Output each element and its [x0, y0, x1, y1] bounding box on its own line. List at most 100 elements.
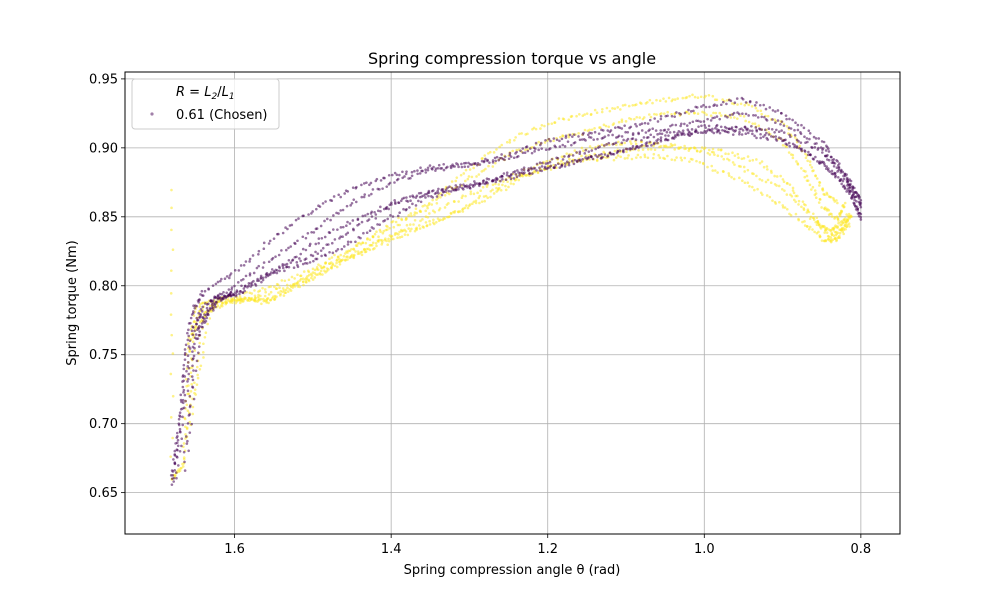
data-point: [572, 162, 576, 166]
data-point: [755, 136, 758, 140]
data-point: [538, 143, 542, 147]
data-point: [187, 328, 190, 332]
data-point: [190, 382, 193, 386]
data-point: [584, 139, 587, 142]
data-point: [437, 187, 440, 191]
data-point: [261, 266, 265, 269]
data-point: [314, 250, 317, 254]
data-point: [666, 110, 669, 114]
data-point: [842, 203, 845, 207]
data-point: [843, 201, 847, 205]
data-point: [789, 135, 792, 139]
data-point: [442, 217, 445, 220]
data-point: [618, 126, 621, 129]
data-point: [717, 129, 721, 132]
data-point: [421, 218, 424, 221]
data-point: [297, 283, 300, 286]
data-point: [810, 188, 813, 191]
data-point: [466, 177, 470, 181]
data-point: [687, 149, 691, 152]
data-point: [580, 154, 583, 158]
data-point: [766, 138, 770, 141]
data-point: [216, 280, 220, 284]
data-point: [605, 106, 609, 110]
data-point: [671, 123, 674, 127]
data-point: [752, 172, 755, 176]
data-point: [411, 194, 414, 198]
data-point: [817, 230, 820, 234]
data-points: [169, 93, 863, 486]
data-point: [393, 181, 396, 184]
data-point: [436, 167, 440, 170]
data-point: [810, 166, 814, 169]
data-point: [491, 188, 494, 192]
data-point: [567, 118, 571, 122]
data-point: [570, 159, 574, 163]
data-point: [170, 483, 174, 486]
data-point: [787, 141, 791, 145]
data-point: [812, 218, 816, 221]
data-point: [411, 202, 414, 206]
data-point: [818, 235, 822, 238]
data-point: [597, 132, 601, 135]
data-point: [629, 117, 633, 121]
data-point: [746, 181, 750, 185]
data-point: [339, 209, 342, 212]
data-point: [377, 238, 381, 242]
data-point: [214, 282, 218, 286]
data-point: [821, 151, 824, 154]
data-point: [703, 129, 706, 133]
data-point: [743, 181, 747, 185]
data-point: [642, 136, 646, 139]
data-point: [349, 204, 352, 207]
data-point: [341, 225, 345, 229]
data-point: [695, 129, 698, 133]
data-point: [687, 147, 691, 150]
data-point: [375, 177, 379, 181]
data-point: [543, 124, 546, 128]
data-point: [324, 261, 328, 264]
data-point: [230, 288, 233, 291]
data-point: [366, 212, 370, 216]
data-point: [825, 226, 829, 230]
data-point: [428, 219, 431, 223]
data-point: [830, 169, 834, 173]
data-point: [519, 149, 522, 153]
data-point: [176, 444, 180, 448]
data-point: [373, 247, 376, 250]
data-point: [601, 129, 605, 132]
data-point: [577, 132, 580, 135]
data-point: [370, 210, 374, 214]
data-point: [285, 283, 289, 287]
data-point: [544, 162, 548, 165]
data-point: [751, 185, 754, 189]
data-point: [758, 161, 762, 165]
data-point: [366, 237, 369, 241]
data-point: [520, 171, 524, 174]
data-point: [363, 248, 366, 252]
data-point: [800, 123, 803, 127]
data-point: [660, 112, 663, 115]
data-point: [812, 212, 815, 216]
data-point: [786, 182, 789, 185]
data-point: [617, 120, 621, 124]
data-point: [365, 181, 368, 184]
data-point: [240, 279, 243, 282]
data-point: [521, 147, 525, 150]
data-point: [675, 156, 678, 159]
data-point: [825, 193, 829, 196]
data-point: [253, 289, 256, 292]
data-point: [780, 111, 783, 115]
data-point: [813, 230, 816, 234]
data-point: [754, 114, 757, 117]
data-point: [413, 169, 416, 173]
data-point: [319, 273, 322, 276]
data-point: [509, 177, 513, 181]
data-point: [739, 165, 742, 168]
data-point: [784, 142, 788, 146]
data-point: [646, 101, 649, 104]
data-point: [747, 103, 751, 107]
data-point: [431, 168, 434, 171]
data-point: [674, 123, 678, 127]
data-point: [784, 114, 788, 117]
